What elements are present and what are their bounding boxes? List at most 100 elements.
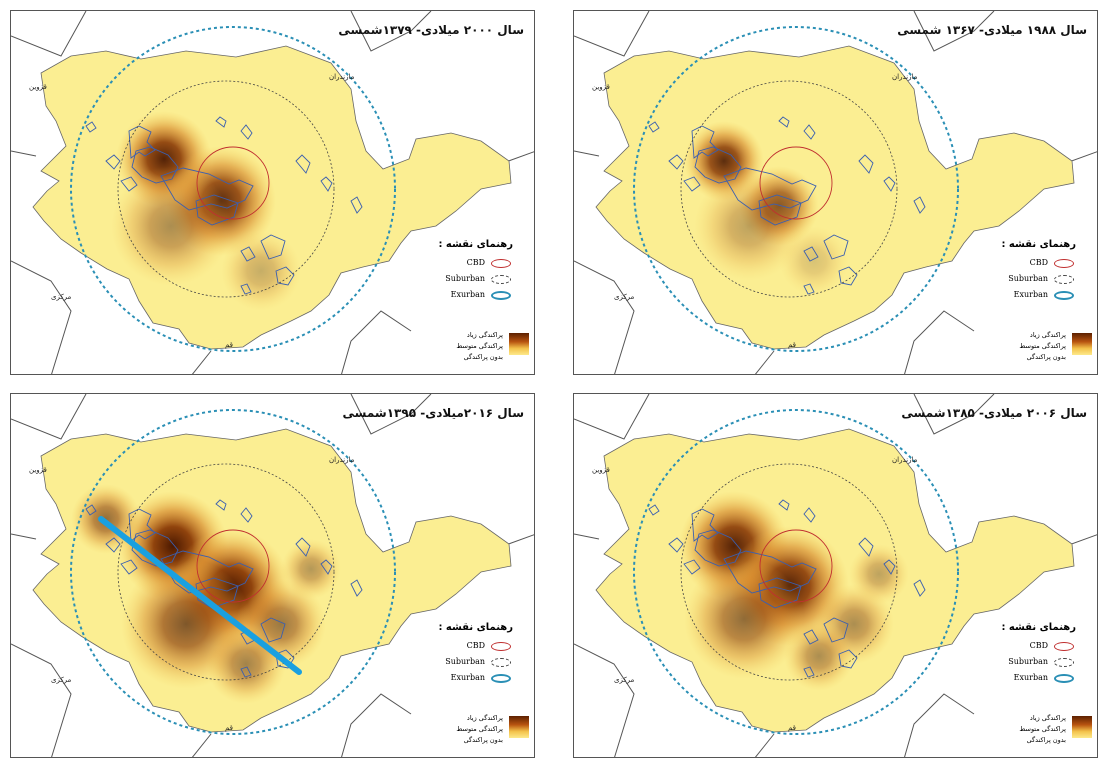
urban-area-outline: [883, 559, 896, 575]
urban-area-outline: [778, 499, 790, 511]
urban-area-outline: [240, 283, 252, 295]
urban-area-outline: [803, 246, 819, 262]
urban-area-outline: [240, 507, 253, 523]
legend-ring-icon: [1054, 259, 1074, 268]
legend-item-exurban: Exurban: [976, 289, 1076, 303]
legend-density-high: پراکندگی زیاد: [466, 331, 503, 339]
suburban-ring: [117, 463, 335, 681]
neighbor-border: [574, 150, 600, 157]
legend-density-medium: پراکندگی متوسط: [456, 342, 503, 350]
region-label-markazi: مرکزی: [51, 676, 72, 684]
urban-area-outline: [260, 617, 286, 643]
urban-area-outline: [195, 577, 239, 609]
legend-density-none: بدون پراکندگی: [463, 736, 503, 744]
urban-area-outline: [320, 559, 333, 575]
suburban-ring: [680, 463, 898, 681]
urban-area-outline: [215, 499, 227, 511]
urban-area-outline: [694, 529, 742, 567]
region-label-markazi: مرکزی: [614, 293, 635, 301]
suburban-ring: [117, 80, 335, 298]
cbd-ring: [196, 146, 270, 220]
legend-ring-icon: [1054, 658, 1074, 667]
urban-area-outline: [683, 176, 701, 192]
urban-area-outline: [758, 194, 802, 226]
urban-area-outline: [723, 167, 817, 211]
neighbor-border: [11, 260, 72, 374]
legend-item-exurban: Exurban: [976, 672, 1076, 686]
region-label-qom: قم: [225, 724, 234, 732]
neighbor-border: [341, 310, 412, 374]
urban-area-outline: [105, 537, 121, 553]
cbd-ring: [196, 529, 270, 603]
legend-ring-icon: [491, 275, 511, 284]
legend-label: Exurban: [1013, 673, 1048, 682]
panel-title: سال ۲۰۱۶میلادی- ۱۳۹۵شمسی: [342, 406, 524, 420]
urban-area-outline: [691, 125, 719, 159]
density-hotspot: [849, 544, 909, 604]
urban-area-outline: [120, 559, 138, 575]
neighbor-border: [574, 260, 635, 374]
legend-ring-icon: [1054, 674, 1074, 683]
urban-area-outline: [350, 196, 363, 214]
urban-area-outline: [803, 507, 816, 523]
legend-ring-icon: [1054, 642, 1074, 651]
exurban-ring: [633, 409, 959, 735]
urban-area-outline: [240, 666, 252, 678]
urban-area-outline: [913, 196, 926, 214]
legend-item-suburban: Suburban: [976, 656, 1076, 670]
map-canvas: [11, 11, 534, 374]
legend-item-cbd: CBD: [413, 257, 513, 271]
legend-density-medium: پراکندگی متوسط: [1019, 725, 1066, 733]
urban-area-outline: [838, 649, 858, 669]
legend-title: رهنمای نقشه :: [1001, 622, 1076, 633]
legend-density-none: بدون پراکندگی: [1026, 353, 1066, 361]
neighbor-border: [574, 394, 650, 440]
transect-line: [98, 516, 302, 675]
legend-density-none: بدون پراکندگی: [463, 353, 503, 361]
region-label-markazi: مرکزی: [614, 676, 635, 684]
urban-area-outline: [131, 529, 179, 567]
legend-ring-icon: [1054, 291, 1074, 300]
legend-ring-icon: [491, 674, 511, 683]
density-hotspot: [784, 621, 854, 691]
neighbor-border: [350, 394, 432, 435]
legend-label: Suburban: [1008, 274, 1048, 283]
neighbor-border: [904, 310, 975, 374]
map-canvas: [11, 394, 534, 757]
exurban-ring: [633, 26, 959, 352]
neighbor-border: [11, 533, 37, 540]
density-color-ramp: [1072, 716, 1092, 738]
urban-area-outline: [803, 124, 816, 140]
neighbor-border: [11, 643, 72, 757]
neighbor-border: [191, 733, 212, 757]
panel-title: سال ۱۹۸۸ میلادی- ۱۳۶۷ شمسی: [897, 23, 1087, 37]
neighbor-border: [341, 693, 412, 757]
region-label-qom: قم: [788, 724, 797, 732]
legend-item-cbd: CBD: [976, 257, 1076, 271]
urban-area-outline: [195, 194, 239, 226]
urban-area-outline: [215, 116, 227, 128]
urban-area-outline: [648, 504, 660, 516]
urban-area-outline: [668, 154, 684, 170]
suburban-ring: [680, 80, 898, 298]
urban-area-outline: [823, 617, 849, 643]
urban-area-outline: [120, 176, 138, 192]
legend-density-high: پراکندگی زیاد: [1029, 331, 1066, 339]
region-label-mazandaran: مازندران: [329, 456, 355, 464]
legend-label: Suburban: [1008, 657, 1048, 666]
density-hotspot: [111, 166, 231, 286]
neighbor-border: [754, 350, 775, 374]
density-hotspot: [684, 559, 804, 679]
map-panel-2000: سال ۲۰۰۰ میلادی- ۱۳۷۹شمسی قزوین مازندران مر…: [10, 10, 535, 375]
legend-ring-icon: [491, 291, 511, 300]
urban-area-outline: [823, 234, 849, 260]
urban-area-outline: [105, 154, 121, 170]
legend-label: CBD: [1029, 258, 1048, 267]
legend-density-none: بدون پراکندگی: [1026, 736, 1066, 744]
density-hotspot: [694, 171, 804, 281]
legend-label: CBD: [1029, 641, 1048, 650]
legend-item-cbd: CBD: [413, 640, 513, 654]
cbd-ring: [759, 529, 833, 603]
urban-area-outline: [160, 167, 254, 211]
neighbor-border: [350, 11, 432, 52]
